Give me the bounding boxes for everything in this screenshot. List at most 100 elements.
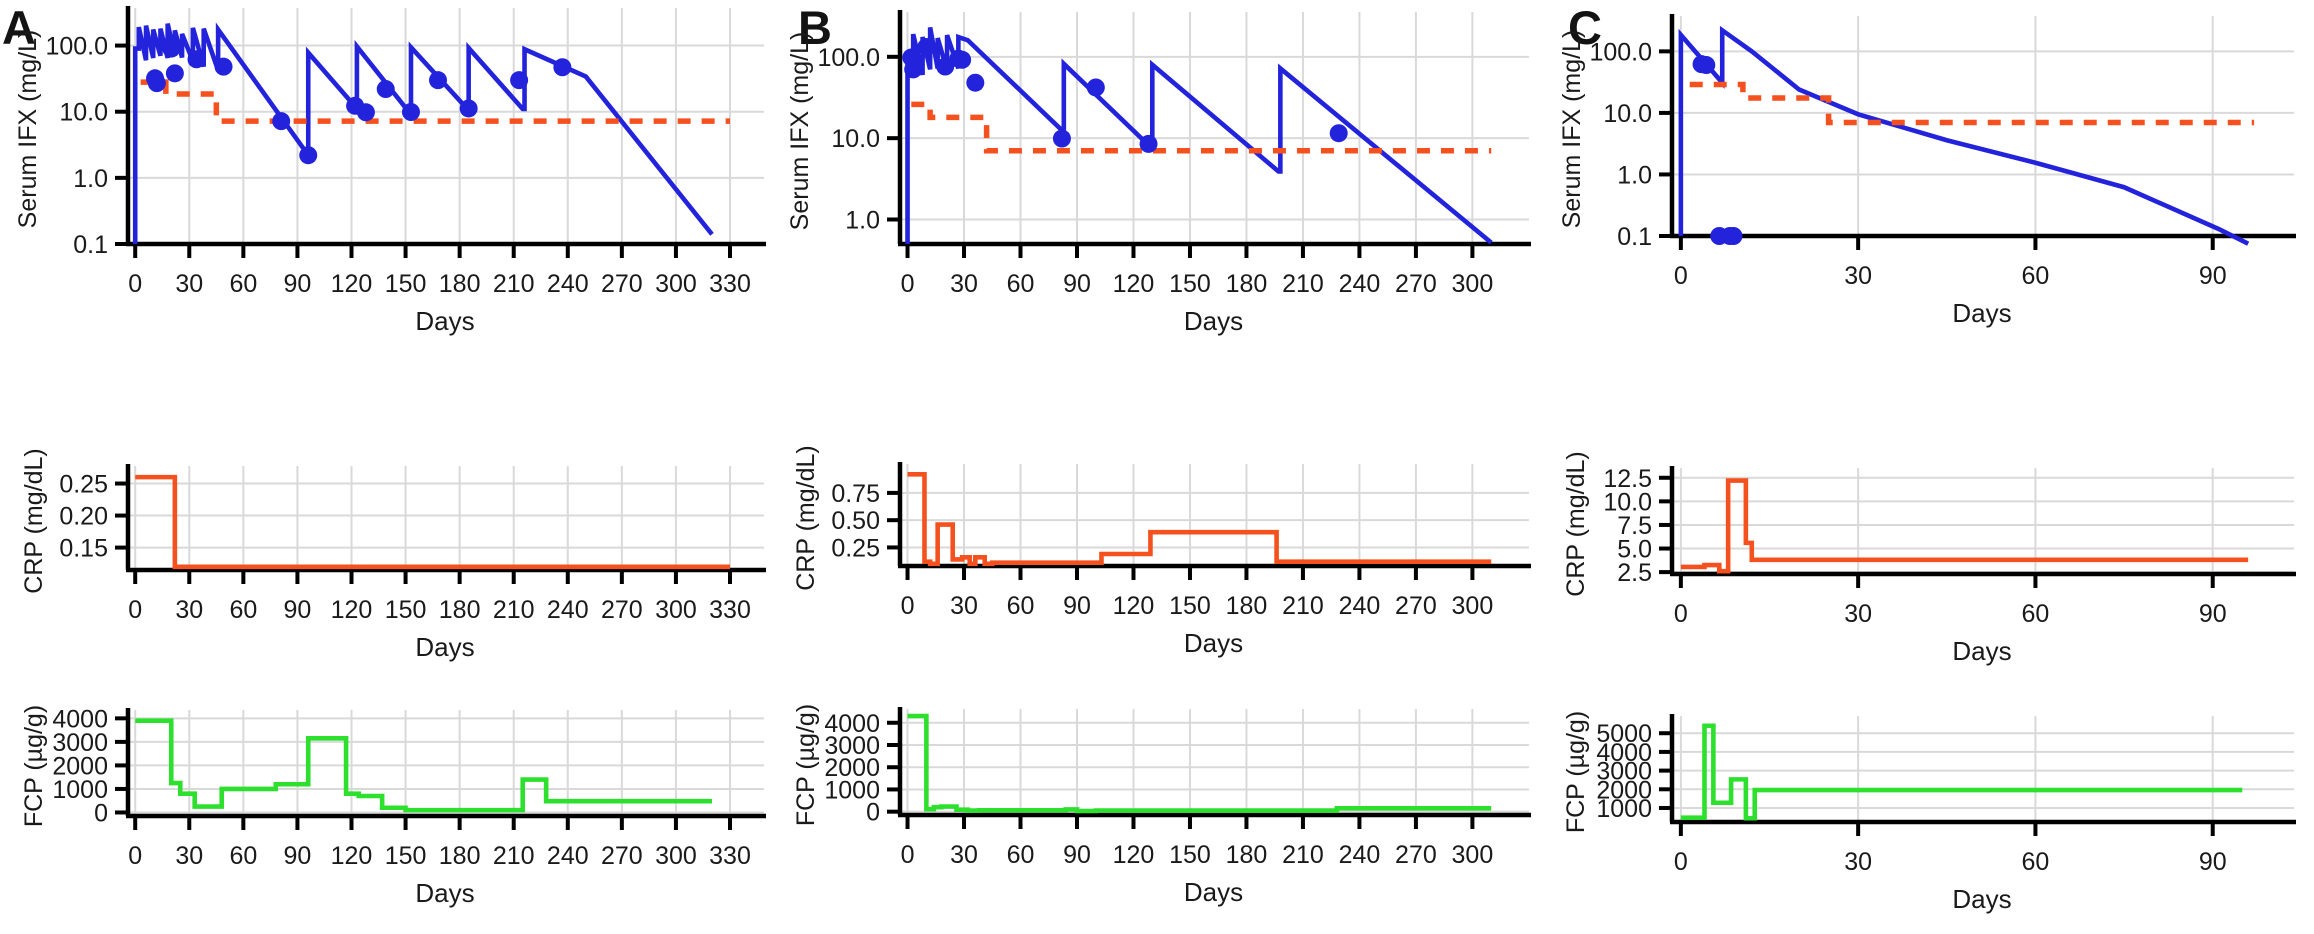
x-tick-label: 210 (1282, 841, 1324, 869)
x-tick-label: 150 (385, 842, 427, 870)
panel-b: B 1.0 10.0 100.0 0 30 60 90 120 150 180 210 240 270 30… (786, 0, 1560, 933)
axes (115, 464, 766, 584)
y-tick-label: 1000 (824, 776, 880, 804)
subplot-c-ifx: 0.1 1.0 10.0 100.0 0 30 60 90 Days Serum IFX (mg/… (1558, 14, 2314, 346)
x-axis-title: Days (415, 306, 474, 336)
panel-c: C 0.1 1.0 10.0 100.0 0 30 60 90 Days Serum IFX (mg… (1558, 0, 2314, 933)
y-tick-label: 0 (866, 799, 880, 827)
series-fcp-0 (907, 713, 1492, 814)
subplot-b-ifx: 1.0 10.0 100.0 0 30 60 90 120 150 180 210 240 270 300… (786, 10, 1560, 354)
y-tick-label: 10.0 (59, 99, 108, 127)
x-tick-label: 120 (1113, 592, 1155, 620)
x-axis-title: Days (415, 878, 474, 908)
x-tick-label: 60 (2022, 600, 2050, 628)
y-axis-title: FCP (µg/g) (1562, 711, 1590, 833)
y-axis-title: FCP (µg/g) (792, 704, 820, 826)
x-tick-label: 150 (385, 270, 427, 298)
x-tick-label: 180 (1226, 592, 1268, 620)
gridlines (1672, 468, 2294, 574)
x-axis-title: Days (1184, 628, 1243, 658)
x-tick-label: 330 (709, 270, 751, 298)
x-tick-label: 60 (1007, 592, 1035, 620)
y-tick-label: 0.25 (831, 534, 880, 562)
series-ifx-1 (1689, 81, 2255, 126)
x-tick-label: 0 (128, 842, 142, 870)
x-tick-label: 30 (950, 592, 978, 620)
y-tick-label: 3000 (1596, 758, 1652, 786)
gridlines (128, 710, 764, 816)
subplot-a-fcp: 0 1000 2000 3000 4000 0 30 60 90 120 150 180 210 240 2… (0, 705, 790, 926)
x-tick-label: 90 (284, 596, 312, 624)
axes (1659, 14, 2296, 250)
gridlines (1672, 16, 2294, 237)
y-tick-label: 1000 (1596, 795, 1652, 823)
x-tick-label: 90 (284, 270, 312, 298)
y-axis-title: CRP (mg/dL) (792, 445, 820, 590)
y-tick-label: 10.0 (831, 125, 880, 153)
y-tick-label: 4000 (824, 710, 880, 738)
y-tick-label: 7.5 (1617, 512, 1652, 540)
y-tick-label: 2000 (1596, 776, 1652, 804)
axes (1659, 466, 2296, 588)
x-tick-label: 0 (1674, 848, 1688, 876)
series-ifx-0 (132, 22, 714, 244)
gridlines (128, 466, 764, 570)
x-tick-label: 300 (655, 270, 697, 298)
x-tick-label: 30 (175, 596, 203, 624)
y-axis-title: CRP (mg/dL) (1562, 451, 1590, 596)
scatter-points (1692, 55, 1743, 245)
y-tick-label: 1.0 (1617, 161, 1652, 189)
panel-letter-a: A (2, 1, 36, 54)
x-tick-label: 300 (655, 596, 697, 624)
y-axis-title: Serum IFX (mg/L) (786, 32, 814, 231)
x-tick-label: 240 (1339, 841, 1381, 869)
x-tick-label: 330 (709, 596, 751, 624)
x-tick-label: 120 (1113, 841, 1155, 869)
y-tick-label: 1000 (52, 776, 108, 804)
x-tick-label: 60 (1007, 270, 1035, 298)
x-tick-label: 240 (547, 842, 589, 870)
x-tick-label: 90 (1063, 270, 1091, 298)
axes (115, 708, 766, 830)
x-axis-title: Days (1952, 298, 2011, 328)
y-tick-label: 0.1 (1617, 223, 1652, 251)
y-tick-label: 2000 (52, 752, 108, 780)
x-tick-label: 120 (331, 596, 373, 624)
x-tick-label: 240 (1339, 592, 1381, 620)
x-tick-label: 60 (229, 596, 257, 624)
subplot-b-fcp: 0 1000 2000 3000 4000 0 30 60 90 120 150 180 210 240 2… (790, 704, 1560, 925)
subplot-a-crp: 0.15 0.20 0.25 0 30 60 90 120 150 180 210 240 270 300… (0, 448, 790, 680)
x-tick-label: 210 (493, 270, 535, 298)
x-tick-label: 210 (493, 596, 535, 624)
x-tick-label: 90 (1063, 592, 1091, 620)
x-axis-title: Days (1184, 877, 1243, 907)
x-tick-label: 300 (655, 842, 697, 870)
gridlines (900, 709, 1529, 815)
x-axis-title: Days (1952, 884, 2011, 914)
gridlines (1672, 716, 2294, 822)
x-tick-label: 30 (1844, 600, 1872, 628)
x-tick-label: 120 (1113, 270, 1155, 298)
axes (887, 707, 1531, 829)
x-tick-label: 60 (2022, 848, 2050, 876)
y-tick-label: 0.20 (59, 503, 108, 531)
x-tick-label: 330 (709, 842, 751, 870)
y-axis-title: CRP (mg/dL) (20, 448, 48, 593)
x-tick-label: 300 (1452, 270, 1494, 298)
x-tick-label: 270 (601, 270, 643, 298)
axes (1659, 714, 2296, 836)
x-tick-label: 0 (901, 270, 915, 298)
x-tick-label: 240 (1339, 270, 1381, 298)
scatter-points (146, 39, 572, 165)
x-axis-title: Days (1184, 306, 1243, 336)
series-crp-0 (907, 472, 1492, 567)
y-tick-label: 100.0 (817, 44, 880, 72)
y-axis-title: Serum IFX (mg/L) (14, 30, 42, 229)
series-fcp-0 (1680, 723, 2243, 821)
x-tick-label: 210 (1282, 592, 1324, 620)
y-tick-label: 12.5 (1603, 465, 1652, 493)
series-crp-0 (135, 474, 730, 570)
y-tick-label: 1.0 (73, 165, 108, 193)
series-fcp-0 (135, 718, 712, 813)
x-tick-label: 120 (331, 842, 373, 870)
